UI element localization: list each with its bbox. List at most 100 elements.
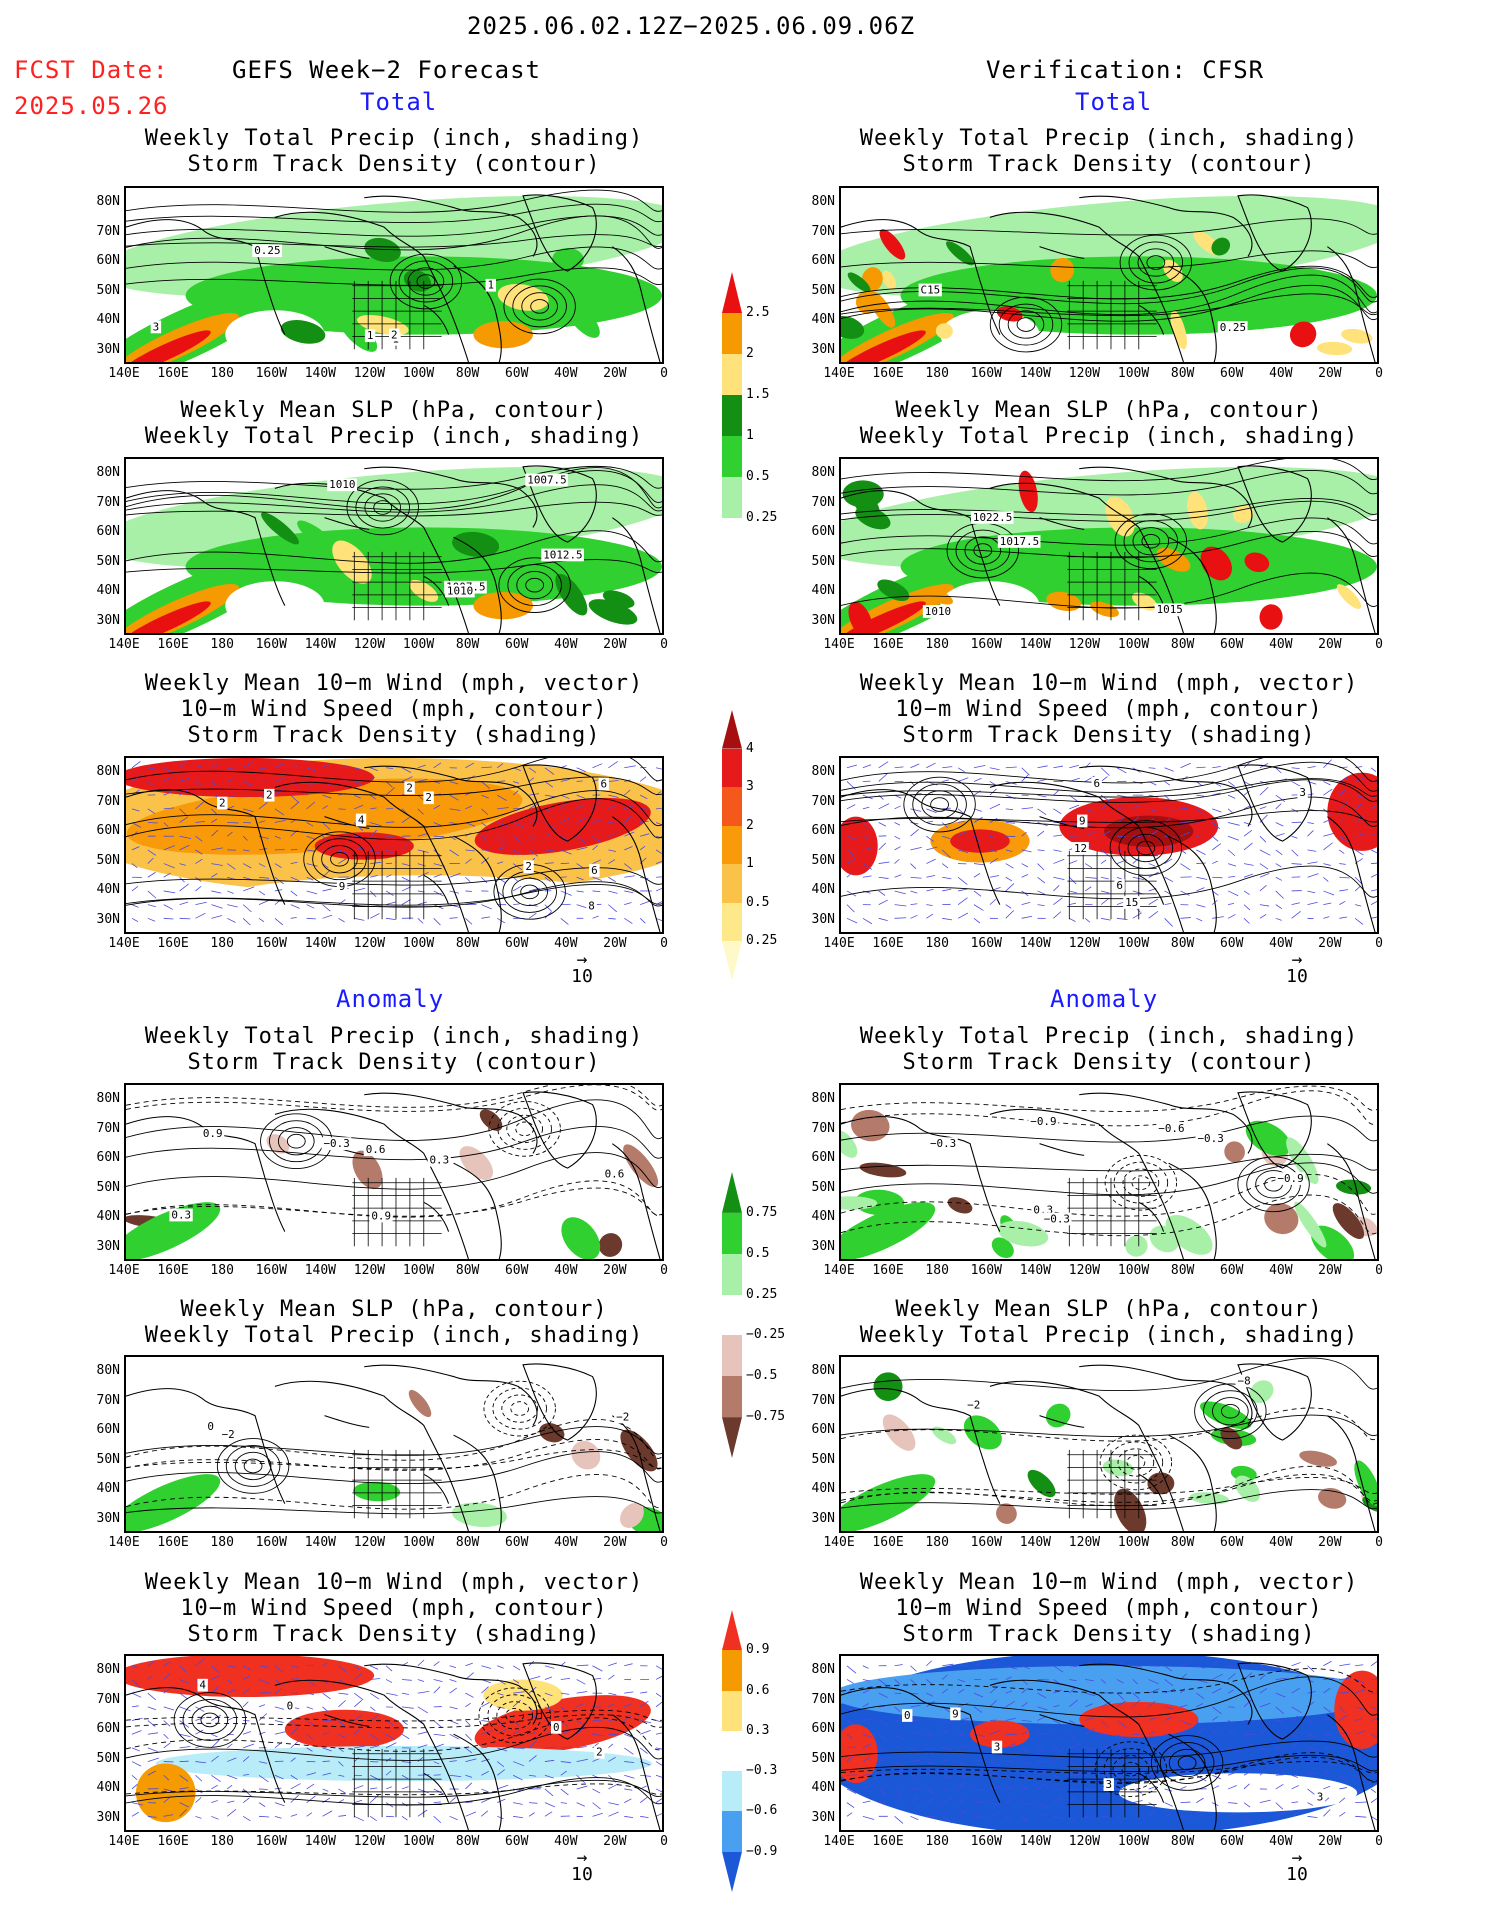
colorbar-segment <box>722 710 742 749</box>
lat-label: 60N <box>811 1150 835 1165</box>
contour-label: 2 <box>219 797 226 810</box>
contour-label: −0.3 <box>324 1137 350 1150</box>
lat-label: 80N <box>811 764 835 779</box>
lat-label: 70N <box>811 1691 835 1707</box>
lat-label: 70N <box>96 494 120 510</box>
lat-label: 80N <box>96 1662 120 1677</box>
panel-title-line: Storm Track Density (shading) <box>902 723 1316 748</box>
colorbar-segment <box>722 787 742 826</box>
lon-label: 180 <box>925 637 949 652</box>
lon-label: 100W <box>402 936 435 951</box>
contour-label: 6 <box>1093 777 1100 790</box>
lon-label: 0 <box>660 1535 668 1550</box>
contour-label: 0 <box>207 1420 214 1433</box>
contour-label: 1017.5 <box>1000 535 1039 548</box>
lat-label: 80N <box>96 1363 120 1378</box>
lat-label: 80N <box>811 194 835 209</box>
contour-label: 1 <box>488 279 495 292</box>
panel-title: Weekly Total Precip (inch, shading) Storm… <box>84 1024 704 1076</box>
colorbar-segment <box>722 748 742 788</box>
map-panel: −2 −8 <box>839 1355 1379 1533</box>
lon-label: 80W <box>1170 1535 1195 1550</box>
lon-label: 160E <box>872 936 904 951</box>
vector-reference-value: 10 <box>1286 966 1308 987</box>
lon-label: 60W <box>504 936 529 951</box>
lat-label: 50N <box>811 1179 835 1195</box>
lat-label: 30N <box>811 911 835 927</box>
colorbar-label: −0.25 <box>746 1327 786 1343</box>
lon-label: 120W <box>1068 1263 1101 1278</box>
colorbar-segment <box>722 313 742 354</box>
lon-label: 40W <box>1269 1263 1293 1278</box>
contour-label: 0.9 <box>371 1210 391 1223</box>
lon-label: 20W <box>603 366 627 381</box>
contour-label: 9 <box>339 880 346 893</box>
lon-label: 40W <box>554 936 578 951</box>
contour-label: 0 <box>287 1700 294 1713</box>
contour-label: 6 <box>601 777 608 790</box>
contour-label: 4 <box>358 813 365 826</box>
lon-label: 120W <box>1068 366 1101 381</box>
panel-title-line: Weekly Mean 10−m Wind (mph, vector) <box>859 1570 1359 1595</box>
lon-label: 160W <box>255 366 287 381</box>
lon-label: 60W <box>504 1535 529 1550</box>
lon-label: 160E <box>157 1535 189 1550</box>
lat-label: 80N <box>811 1363 835 1378</box>
colorbar-label: −0.6 <box>746 1803 778 1819</box>
contour-label: 1022.5 <box>973 511 1012 524</box>
colorbar-label: −0.9 <box>746 1843 778 1859</box>
lon-label: 0 <box>660 1834 668 1849</box>
lon-label: 120W <box>1068 1834 1101 1849</box>
lon-label: 100W <box>1117 1535 1150 1550</box>
lat-label: 30N <box>96 911 120 927</box>
lon-label: 40W <box>1269 1535 1293 1550</box>
contour-label: 6 <box>1116 879 1123 892</box>
lat-label: 40N <box>811 583 835 598</box>
colorbar-label: 2 <box>746 817 754 833</box>
colorbar-label: −0.75 <box>746 1409 786 1425</box>
map-canvas: 1015 1017.5 1010 1022.5 <box>841 459 1377 633</box>
lon-label: 80W <box>455 637 480 652</box>
map-canvas: −2 −8 <box>841 1357 1377 1531</box>
lon-label: 80W <box>455 1535 480 1550</box>
lat-label: 30N <box>811 1238 835 1254</box>
lat-label: 80N <box>811 1662 835 1677</box>
colorbar-label: 0.6 <box>746 1682 770 1698</box>
lon-label: 0 <box>1375 1834 1383 1849</box>
colorbar-segment <box>722 1771 742 1812</box>
contour-label: −0.3 <box>1198 1132 1224 1145</box>
colorbar <box>722 272 742 518</box>
lon-label: 120W <box>353 366 386 381</box>
lat-label: 40N <box>811 1780 835 1795</box>
lon-label: 160W <box>970 366 1002 381</box>
colorbar-segment <box>722 1172 742 1213</box>
contour-label: 8 <box>588 900 595 913</box>
vector-reference: → 10 <box>557 1849 607 1886</box>
colorbar-segment <box>722 1376 742 1418</box>
panel-title: Weekly Mean 10−m Wind (mph, vector) 10−m … <box>799 1570 1419 1648</box>
contour-label: 12 <box>1074 842 1087 855</box>
contour-label: 1007.5 <box>527 473 566 486</box>
lon-label: 20W <box>1318 1834 1342 1849</box>
colorbar-segment <box>722 1690 742 1731</box>
panel-title-line: Weekly Total Precip (inch, shading) <box>144 1024 644 1049</box>
lon-label: 180 <box>210 1535 234 1550</box>
lat-label: 50N <box>811 1451 835 1467</box>
arrow-icon: → <box>576 949 588 970</box>
lat-label: 70N <box>811 223 835 239</box>
panel-title-line: Weekly Total Precip (inch, shading) <box>859 1323 1359 1348</box>
lon-label: 140W <box>1019 1263 1052 1278</box>
lat-label: 40N <box>96 1481 120 1496</box>
lon-label: 140E <box>823 637 855 652</box>
contour-label: −2 <box>616 1411 629 1424</box>
lon-label: 100W <box>402 1263 435 1278</box>
lat-label: 50N <box>811 1750 835 1766</box>
lon-label: 100W <box>1117 936 1150 951</box>
lon-label: 100W <box>402 1834 435 1849</box>
map-panel: 1015 1017.5 1010 1022.5 <box>839 457 1379 635</box>
map-panel: 0.9 0.6 −0.3 0.9 0.6 0.3 0.3 <box>124 1083 664 1261</box>
contour-label: 0 <box>553 1721 560 1734</box>
lon-label: 0 <box>660 936 668 951</box>
contour-label: 3 <box>994 1741 1001 1754</box>
